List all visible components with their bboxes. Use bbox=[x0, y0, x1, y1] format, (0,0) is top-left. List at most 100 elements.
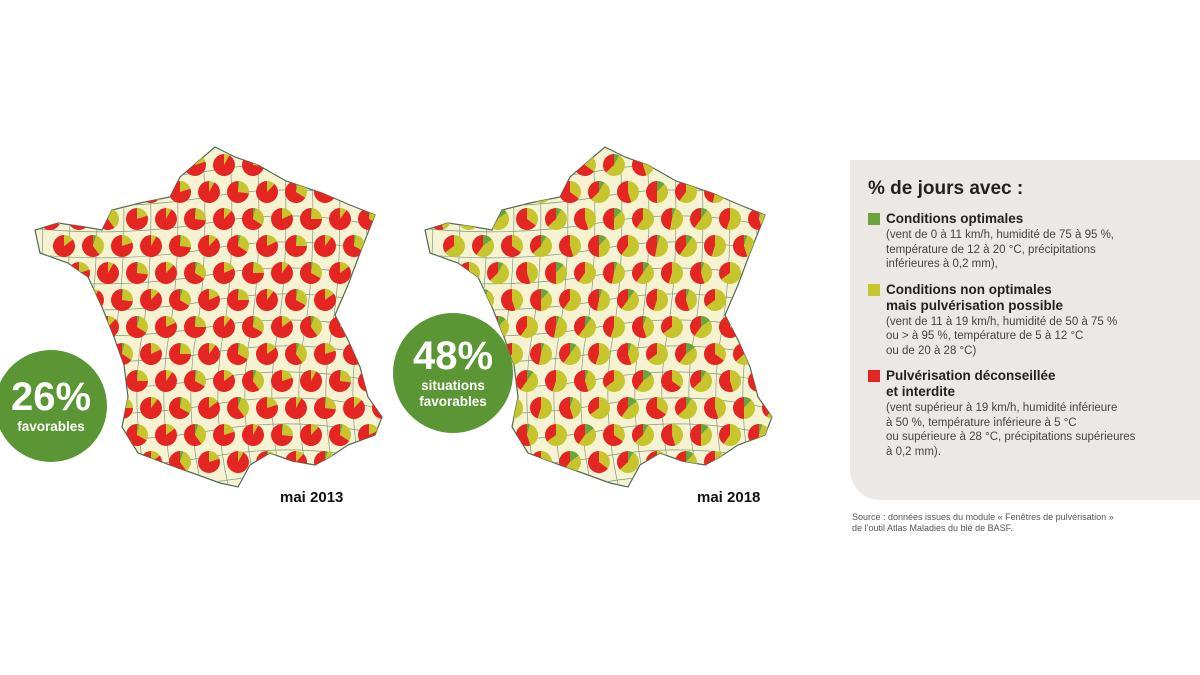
pie-wedge bbox=[125, 208, 148, 230]
france-map-2013 bbox=[34, 146, 392, 488]
pie-wedge bbox=[599, 181, 605, 192]
pie-wedge bbox=[238, 343, 241, 354]
pie-wedge bbox=[343, 451, 365, 474]
pie-wedge bbox=[285, 397, 307, 419]
pie-wedge bbox=[271, 370, 293, 392]
pie-wedge bbox=[253, 370, 257, 381]
pie-wedge bbox=[516, 262, 531, 284]
station-pie bbox=[574, 262, 596, 284]
pie-wedge bbox=[719, 208, 730, 230]
pie-wedge bbox=[151, 181, 155, 192]
pie-wedge bbox=[773, 289, 784, 306]
station-pie bbox=[96, 154, 119, 176]
station-pie bbox=[719, 424, 741, 447]
pie-wedge bbox=[556, 262, 564, 273]
pie-wedge bbox=[213, 208, 235, 230]
station-pie bbox=[314, 289, 336, 311]
station-pie bbox=[255, 235, 278, 257]
station-pie bbox=[226, 343, 249, 365]
pie-wedge bbox=[383, 235, 392, 246]
pie-wedge bbox=[253, 154, 264, 167]
pie-wedge bbox=[137, 370, 139, 381]
pie-wedge bbox=[39, 262, 57, 284]
pie-wedge bbox=[300, 154, 321, 176]
pie-wedge bbox=[748, 208, 763, 230]
station-pie bbox=[358, 370, 381, 393]
pie-wedge bbox=[563, 289, 581, 311]
pie-wedge bbox=[282, 154, 290, 165]
pie-wedge bbox=[585, 208, 596, 230]
station-pie bbox=[329, 154, 351, 176]
station-pie bbox=[748, 262, 771, 285]
pie-wedge bbox=[227, 397, 245, 419]
pie-wedge bbox=[661, 316, 672, 334]
pie-wedge bbox=[282, 316, 291, 327]
pie-wedge bbox=[108, 370, 118, 381]
pie-wedge bbox=[727, 154, 742, 176]
pie-wedge bbox=[369, 424, 379, 435]
pie-wedge bbox=[617, 289, 628, 309]
pie-wedge bbox=[209, 235, 217, 246]
pie-wedge bbox=[690, 316, 701, 336]
pie-wedge bbox=[238, 289, 240, 300]
pie-wedge bbox=[50, 208, 62, 225]
station-pie bbox=[646, 289, 668, 311]
pie-wedge bbox=[125, 316, 147, 338]
pie-wedge bbox=[648, 343, 668, 365]
pie-wedge bbox=[472, 235, 483, 255]
pie-wedge bbox=[578, 428, 597, 447]
pie-wedge bbox=[64, 181, 71, 192]
pie-wedge bbox=[50, 316, 56, 327]
station-pie bbox=[110, 451, 133, 474]
station-pie bbox=[501, 181, 523, 203]
station-pie bbox=[271, 370, 293, 392]
station-pie bbox=[169, 235, 191, 257]
station-pie bbox=[343, 397, 365, 419]
pie-wedge bbox=[465, 154, 480, 176]
pie-wedge bbox=[354, 235, 365, 252]
station-pie bbox=[632, 208, 654, 231]
station-pie bbox=[661, 262, 683, 284]
pie-wedge bbox=[358, 262, 376, 284]
station-pie bbox=[241, 316, 264, 338]
pie-wedge bbox=[108, 262, 114, 273]
station-pie bbox=[472, 235, 494, 257]
station-pie bbox=[690, 316, 712, 339]
pie-wedge bbox=[184, 316, 206, 338]
pie-wedge bbox=[643, 316, 655, 338]
station-pie bbox=[690, 370, 713, 393]
pie-wedge bbox=[603, 316, 614, 338]
pie-wedge bbox=[440, 154, 447, 165]
pie-wedge bbox=[733, 397, 744, 419]
pie-wedge bbox=[93, 235, 97, 246]
station-pie bbox=[603, 316, 625, 338]
pie-wedge bbox=[372, 451, 382, 473]
station-pie bbox=[690, 208, 712, 230]
pie-wedge bbox=[155, 208, 177, 230]
pie-wedge bbox=[460, 208, 480, 231]
map-2018 bbox=[420, 135, 790, 505]
pie-wedge bbox=[701, 426, 712, 446]
station-pie bbox=[588, 343, 611, 365]
pie-wedge bbox=[166, 154, 177, 174]
station-pie bbox=[472, 181, 494, 203]
pie-wedge bbox=[155, 370, 178, 393]
pie-wedge bbox=[282, 424, 293, 437]
pie-wedge bbox=[429, 262, 440, 282]
pie-wedge bbox=[474, 290, 494, 311]
legend-panel: % de jours avec : Conditions optimales (… bbox=[850, 160, 1200, 500]
pie-wedge bbox=[354, 289, 366, 309]
pie-wedge bbox=[50, 262, 61, 282]
pie-wedge bbox=[340, 370, 342, 381]
station-pie bbox=[125, 316, 148, 338]
pie-wedge bbox=[180, 181, 191, 192]
station-pie bbox=[762, 235, 772, 257]
pie-wedge bbox=[701, 208, 708, 219]
pie-wedge bbox=[498, 262, 504, 273]
pie-wedge bbox=[694, 320, 712, 339]
station-pie bbox=[242, 370, 264, 392]
pie-wedge bbox=[559, 235, 574, 257]
pie-wedge bbox=[690, 154, 701, 174]
pie-wedge bbox=[599, 289, 603, 300]
pie-wedge bbox=[151, 289, 159, 300]
